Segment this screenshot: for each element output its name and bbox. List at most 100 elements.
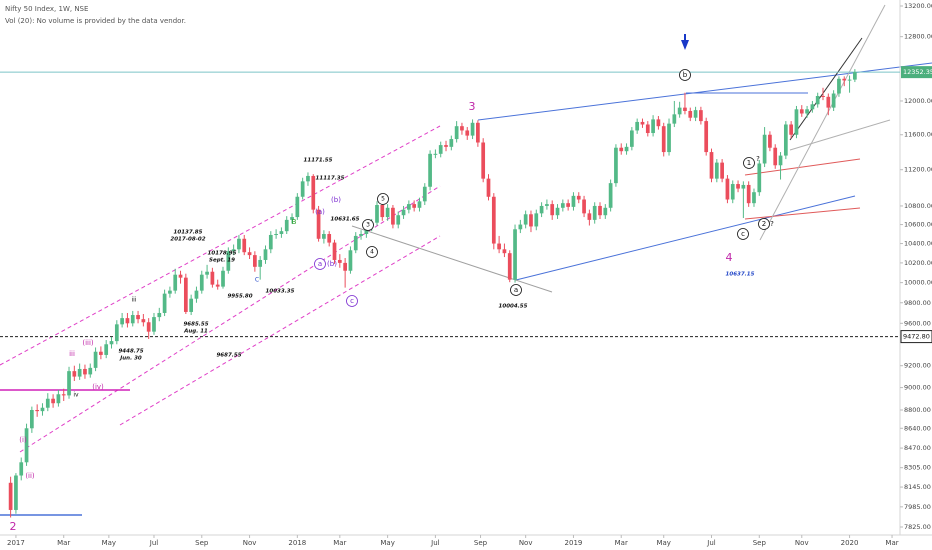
- trend-line: [759, 4, 886, 241]
- candles: [8, 69, 857, 518]
- candle-body: [592, 205, 597, 220]
- x-tick-label: Mar: [885, 539, 898, 547]
- candle-body: [805, 109, 809, 114]
- candle-body: [576, 195, 581, 200]
- candle-body: [35, 409, 40, 412]
- candle-body: [539, 205, 544, 214]
- candle-body: [507, 253, 512, 280]
- candle-body: [699, 110, 703, 122]
- annotation: 10033.35: [266, 289, 295, 295]
- y-tick-label: 10200.00: [904, 259, 932, 267]
- y-tick-label: 8305.00: [904, 464, 931, 472]
- candle-body: [56, 394, 61, 404]
- annotation: 11117.35: [316, 176, 345, 182]
- candle-body: [720, 162, 724, 179]
- annotation: 3: [366, 222, 370, 229]
- candle-body: [730, 184, 735, 200]
- y-tick-label: 9000.00: [904, 384, 931, 392]
- candle-body: [353, 235, 358, 251]
- candle-body: [67, 371, 71, 396]
- candle-body: [72, 371, 77, 377]
- candle-body: [258, 259, 263, 267]
- candle-body: [799, 109, 804, 114]
- candle-body: [422, 186, 427, 202]
- channel-line: [119, 235, 441, 426]
- x-tick-label: Nov: [243, 539, 257, 547]
- x-tick-label: May: [656, 539, 670, 547]
- annotation-circle: [366, 246, 378, 258]
- annotation-circle: [743, 157, 755, 169]
- trend-line: [744, 158, 861, 176]
- trend-line: [789, 37, 863, 141]
- candle-body: [534, 213, 539, 227]
- y-tick-label: 8640.00: [904, 424, 931, 432]
- candle-body: [290, 217, 294, 220]
- candle-body: [677, 107, 682, 115]
- y-tick-label: 7825.00: [904, 523, 931, 531]
- candle-body: [491, 196, 496, 244]
- candle-body: [794, 109, 799, 135]
- annotation: (a): [315, 208, 325, 216]
- x-tick-label: Mar: [615, 539, 628, 547]
- last-price-box: [901, 66, 932, 79]
- candle-body: [152, 317, 156, 332]
- candle-body: [83, 368, 87, 375]
- candle-body: [486, 178, 491, 197]
- y-tick-label: 10600.00: [904, 221, 932, 229]
- candle-body: [343, 262, 347, 271]
- candle-body: [210, 271, 215, 285]
- candle-body: [529, 214, 533, 227]
- arrow-icon: [681, 34, 689, 50]
- candle-body: [683, 107, 687, 111]
- x-tick-label: May: [380, 539, 394, 547]
- candle-body: [99, 351, 103, 355]
- candle-body: [51, 398, 55, 404]
- candle-body: [194, 290, 199, 299]
- candle-body: [778, 155, 783, 166]
- candle-body: [332, 242, 337, 260]
- annotation: 2017-08-02: [170, 237, 205, 243]
- x-tick-label: Sep: [753, 539, 767, 547]
- candle-body: [141, 319, 146, 323]
- candle-body: [19, 462, 24, 476]
- candle-body: [61, 394, 66, 396]
- candle-body: [656, 119, 661, 127]
- y-tick-label: 8800.00: [904, 406, 931, 414]
- candle-body: [768, 134, 772, 148]
- candle-body: [831, 93, 836, 108]
- annotation: (iii): [82, 339, 94, 347]
- reference-label: 9472.80: [903, 333, 930, 341]
- candle-body: [30, 409, 34, 429]
- annotation: 9955.80: [227, 294, 252, 300]
- candle-body: [714, 162, 719, 179]
- candle-body: [608, 183, 613, 208]
- candle-body: [587, 213, 592, 220]
- candle-body: [237, 238, 241, 250]
- candle-body: [146, 322, 151, 332]
- annotation: iii: [69, 350, 75, 358]
- candle-body: [401, 209, 406, 216]
- chart-subtitle: Vol (20): No volume is provided by the d…: [5, 17, 186, 25]
- candle-body: [247, 252, 252, 256]
- candle-body: [635, 121, 640, 131]
- candle-body: [746, 184, 751, 204]
- candle-body: [109, 341, 114, 345]
- candle-body: [444, 145, 448, 147]
- x-tick-label: Nov: [519, 539, 533, 547]
- candle-body: [24, 428, 29, 463]
- annotation-circle: [377, 193, 389, 205]
- candle-body: [205, 271, 209, 275]
- annotation: B: [292, 218, 297, 226]
- candle-body: [412, 204, 417, 208]
- x-tick-label: Jul: [149, 539, 159, 547]
- candle-body: [322, 234, 326, 239]
- candle-body: [741, 184, 746, 189]
- x-tick-label: 2019: [565, 539, 583, 547]
- candle-body: [566, 203, 570, 207]
- candle-body: [704, 121, 709, 153]
- candle-body: [555, 207, 560, 216]
- candle-body: [183, 277, 188, 312]
- y-tick-label: 8145.00: [904, 483, 931, 491]
- candle-body: [783, 124, 788, 156]
- candle-body: [449, 139, 454, 147]
